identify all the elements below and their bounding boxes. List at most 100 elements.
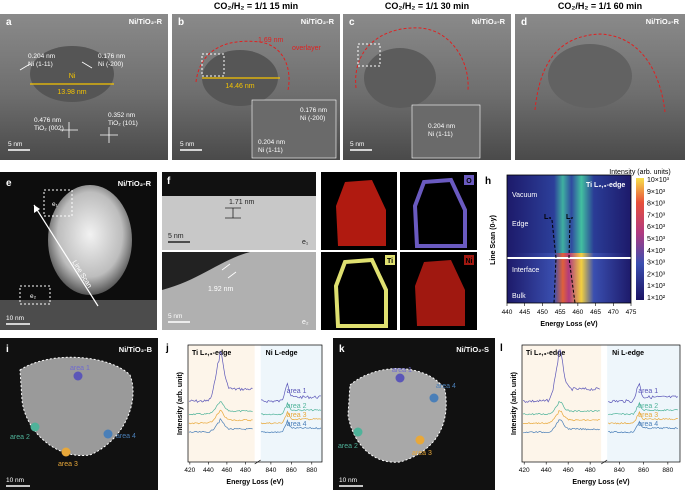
scan-arrow: [33, 204, 99, 307]
header: CO₂/H₂ = 1/1 15 min: [214, 1, 298, 11]
axis-break: [600, 459, 608, 465]
x-tick-label: 475: [626, 309, 637, 316]
x-tick-label: 840: [614, 467, 625, 474]
area-marker: [73, 371, 83, 381]
ti-region: [522, 345, 602, 462]
peak-guide: [551, 219, 576, 304]
spectrum: [522, 409, 678, 425]
label: area 4: [116, 433, 136, 440]
particle: [48, 185, 132, 295]
area-label: area 3: [638, 412, 658, 419]
label: Ni: [69, 73, 76, 80]
x-tick-label: 460: [221, 467, 232, 474]
label: Ni/TiO₂-B: [119, 345, 153, 354]
label: h: [485, 176, 491, 187]
label: Ni/TiO₂-R: [646, 17, 680, 26]
label: 1.69 nm: [258, 37, 283, 44]
y-axis-label: Intensity (arb. unit): [177, 372, 184, 435]
colorbar-ticks: 10×10³ 9×10³ 8×10³ 7×10³ 6×10³ 5×10³ 4×10³ 3×10…: [647, 177, 670, 302]
label: Line Scan (0-y): [490, 215, 497, 265]
colorbar-tick-label: 6×10³: [647, 224, 666, 231]
label: 5 nm: [8, 141, 22, 148]
particle: [364, 48, 436, 108]
label: 5 nm: [168, 313, 182, 320]
x-axis-label: Energy Loss (eV): [226, 479, 283, 486]
x-tick-label: 880: [306, 467, 317, 474]
area-label: area 3: [287, 412, 307, 419]
x-tick-label: 450: [537, 309, 548, 316]
label: Edge: [512, 221, 528, 228]
panel-letter: j: [165, 343, 169, 354]
x-tick-label: 440: [502, 309, 513, 316]
label: Bulk: [512, 293, 526, 300]
map-region: [333, 257, 388, 328]
lattice-marker: [19, 61, 118, 143]
label: 0.204 nm: [428, 123, 455, 130]
edge-label: Ni L-edge: [266, 350, 298, 357]
plot-frame: [506, 174, 632, 304]
thickness-marker: [221, 263, 237, 279]
particle: [548, 44, 632, 108]
label: L₃: [544, 214, 552, 221]
label: Interface: [512, 267, 539, 274]
label: area 4: [436, 383, 456, 390]
label: area 2: [338, 443, 358, 450]
label: 0.176 nm: [98, 53, 125, 60]
label: 1.92 nm: [208, 286, 233, 293]
x-axis-label: Energy Loss (eV): [572, 479, 629, 486]
label: d: [521, 17, 527, 28]
overlayer-outline: [534, 33, 666, 113]
colorbar-tick-label: 8×10³: [647, 201, 666, 208]
label: 0.176 nm: [300, 107, 327, 114]
edge-label: Ti L₂,₃-edge: [192, 350, 231, 357]
label: Ni/TiO₂-S: [456, 345, 489, 354]
colorbar-tick-label: 2×10³: [647, 271, 666, 278]
edge-label: Ti L₂,₃-edge: [526, 350, 565, 357]
inset: [411, 104, 481, 159]
label: Ni (-200): [300, 115, 325, 122]
area-label: area 4: [638, 421, 658, 428]
colorbar-tick-label: 1×10³: [647, 283, 666, 290]
particle: [162, 252, 316, 330]
label: area 1: [392, 367, 412, 374]
label: 13.98 nm: [57, 89, 86, 96]
label: 0.204 nm: [258, 139, 285, 146]
particle: [30, 46, 114, 102]
overlayer-outline: [195, 40, 290, 91]
x-tick-label: 880: [662, 467, 673, 474]
label: area 3: [412, 450, 432, 457]
colorbar-tick-label: 9×10³: [647, 189, 666, 196]
ni-region: [260, 345, 322, 462]
x-tick-label: 480: [240, 467, 251, 474]
label: b: [178, 17, 184, 28]
label: Ni/TiO₂-R: [472, 17, 506, 26]
area-label: area 2: [638, 403, 658, 410]
area-marker: [61, 447, 71, 457]
label: area 3: [58, 461, 78, 468]
area-marker: [429, 393, 439, 403]
label: e₂: [302, 319, 309, 326]
colorbar-tick-label: 1×10²: [647, 295, 666, 302]
label: g: [325, 176, 331, 187]
x-tick-label: 840: [265, 467, 276, 474]
label: Ti: [387, 258, 393, 265]
particle: [162, 196, 316, 250]
label: area 1: [70, 365, 90, 372]
region-box: [43, 189, 73, 217]
spectrum: [188, 350, 322, 404]
x-tick-label: 455: [555, 309, 566, 316]
map-region: [412, 177, 467, 248]
ti-region: [188, 345, 255, 462]
spectrum: [522, 419, 678, 434]
element-tag: [385, 255, 395, 265]
x-tick-label: 445: [519, 309, 530, 316]
x-ticks: 440 445 450 455 460 465 470 475: [502, 303, 637, 316]
plot-frame: [521, 344, 681, 463]
inset: [251, 99, 337, 159]
spectrum: [188, 409, 322, 425]
label: 5 nm: [180, 141, 194, 148]
label: 5 nm: [350, 141, 364, 148]
label: c: [349, 17, 355, 28]
label: a: [6, 17, 12, 28]
label: Ni/TiO₂-R: [301, 17, 335, 26]
